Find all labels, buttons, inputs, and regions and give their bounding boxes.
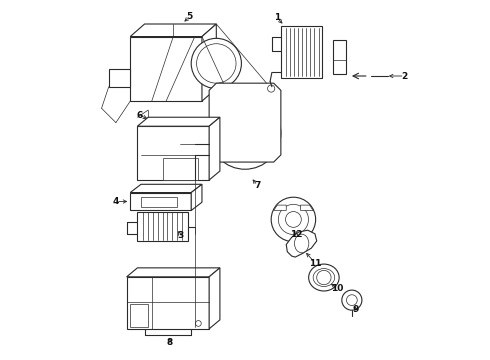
Ellipse shape: [313, 269, 335, 287]
Polygon shape: [209, 268, 220, 329]
Bar: [281, 26, 322, 78]
Polygon shape: [191, 184, 202, 211]
Text: 1: 1: [274, 13, 280, 22]
Polygon shape: [126, 277, 209, 329]
Text: 3: 3: [177, 231, 184, 240]
Polygon shape: [202, 24, 216, 101]
Polygon shape: [300, 205, 313, 211]
Circle shape: [317, 270, 331, 285]
Circle shape: [346, 295, 357, 306]
Text: 6: 6: [137, 111, 143, 120]
Text: 5: 5: [186, 12, 193, 21]
Circle shape: [268, 85, 275, 92]
Circle shape: [286, 212, 301, 227]
Circle shape: [209, 98, 281, 169]
Text: 11: 11: [309, 259, 321, 268]
Circle shape: [196, 44, 236, 83]
Circle shape: [234, 123, 256, 144]
Circle shape: [271, 197, 316, 242]
Circle shape: [191, 39, 242, 89]
Polygon shape: [130, 24, 216, 37]
Polygon shape: [274, 205, 286, 211]
Bar: [137, 212, 188, 241]
Circle shape: [342, 290, 362, 310]
Polygon shape: [286, 230, 317, 257]
Polygon shape: [130, 193, 191, 211]
Polygon shape: [130, 304, 148, 327]
Text: 10: 10: [331, 284, 343, 293]
Circle shape: [135, 320, 140, 326]
Circle shape: [196, 320, 201, 326]
Polygon shape: [130, 184, 202, 193]
Polygon shape: [209, 83, 281, 162]
Text: 7: 7: [254, 181, 261, 190]
Circle shape: [278, 204, 309, 234]
Polygon shape: [109, 69, 130, 87]
Ellipse shape: [309, 264, 339, 291]
Text: 8: 8: [167, 338, 173, 347]
Polygon shape: [137, 117, 220, 126]
Bar: [333, 40, 346, 74]
Polygon shape: [209, 117, 220, 180]
Polygon shape: [163, 158, 198, 180]
Polygon shape: [130, 37, 202, 101]
Text: 9: 9: [353, 305, 359, 314]
Polygon shape: [137, 126, 209, 180]
Text: 4: 4: [113, 197, 119, 206]
Text: 12: 12: [290, 230, 302, 239]
Ellipse shape: [294, 234, 309, 253]
Bar: [141, 197, 177, 207]
Circle shape: [218, 107, 272, 160]
Text: 2: 2: [401, 72, 408, 81]
Polygon shape: [126, 268, 220, 277]
